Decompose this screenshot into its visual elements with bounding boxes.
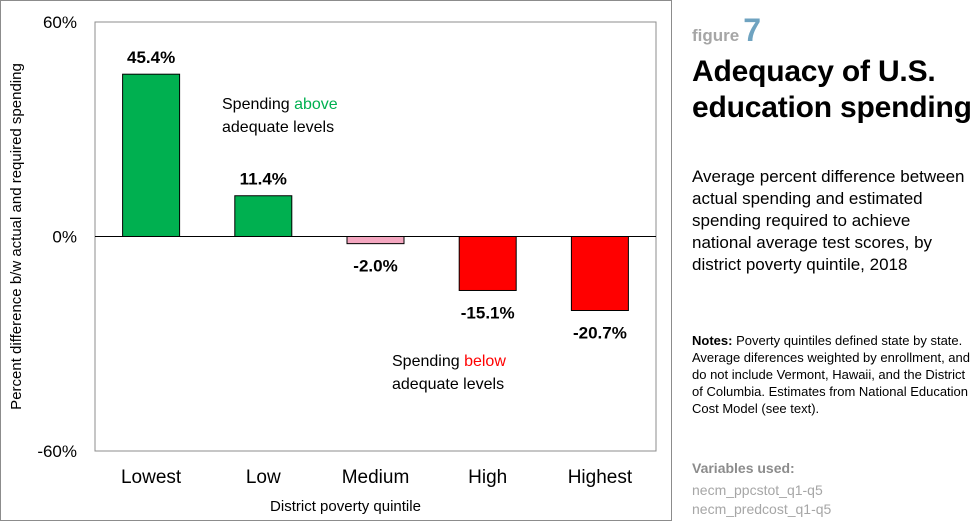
- bar-chart: 60% 0% -60% 45.4% Lowest 11.4% Low -2.0% Medium -…: [8, 13, 657, 515]
- figure-subtitle: Average percent difference between actua…: [692, 167, 965, 274]
- figure-word: figure: [692, 26, 740, 45]
- variables-list: necm_ppcstot_q1-q5 necm_predcost_q1-q5: [692, 481, 831, 519]
- variables-heading: Variables used:: [692, 460, 795, 476]
- bar: [234, 195, 293, 237]
- variable-item: necm_ppcstot_q1-q5: [692, 482, 823, 498]
- x-tick-label: High: [468, 467, 507, 488]
- x-tick-label: Medium: [342, 467, 410, 488]
- bar: [570, 236, 629, 312]
- notes-heading: Notes:: [692, 333, 733, 348]
- y-axis-title: Percent difference b/w actual and requir…: [8, 63, 25, 410]
- notes-text: Poverty quintiles defined state by state…: [692, 333, 970, 416]
- y-tick-label: -60%: [37, 442, 77, 461]
- data-label: -15.1%: [461, 303, 515, 322]
- x-axis-title: District poverty quintile: [270, 498, 421, 515]
- annotation-above-line2: adequate levels: [222, 119, 334, 136]
- x-tick-label: Lowest: [121, 467, 182, 488]
- annotations: Spending above adequate levels Spending be…: [222, 96, 506, 393]
- bar: [458, 236, 517, 291]
- figure-number-line: figure 7: [692, 12, 761, 49]
- data-label: -2.0%: [353, 257, 397, 276]
- plot-area: 60% 0% -60% 45.4% Lowest 11.4% Low -2.0% Medium -…: [8, 13, 657, 515]
- annotation-below-line2: adequate levels: [392, 376, 504, 393]
- figure-notes: Notes: Poverty quintiles defined state b…: [692, 332, 972, 417]
- data-label: 11.4%: [240, 170, 287, 189]
- x-tick-label: Low: [246, 467, 281, 488]
- data-label: -20.7%: [573, 324, 627, 343]
- annotation-above-line1: Spending above: [222, 96, 338, 113]
- x-tick-label: Highest: [568, 467, 633, 488]
- annotation-below-line1: Spending below: [392, 353, 506, 370]
- figure-number: 7: [743, 12, 762, 48]
- bar: [122, 73, 181, 237]
- y-tick-label: 60%: [43, 13, 77, 32]
- figure-title: Adequacy of U.S. education spending: [692, 55, 972, 124]
- chart-panel: 60% 0% -60% 45.4% Lowest 11.4% Low -2.0% Medium -…: [0, 0, 672, 521]
- figure-description-panel: figure 7 Adequacy of U.S. education spend…: [692, 0, 972, 525]
- data-label: 45.4%: [127, 48, 175, 67]
- variable-item: necm_predcost_q1-q5: [692, 501, 832, 517]
- y-tick-label: 0%: [52, 228, 77, 247]
- bar: [346, 236, 405, 245]
